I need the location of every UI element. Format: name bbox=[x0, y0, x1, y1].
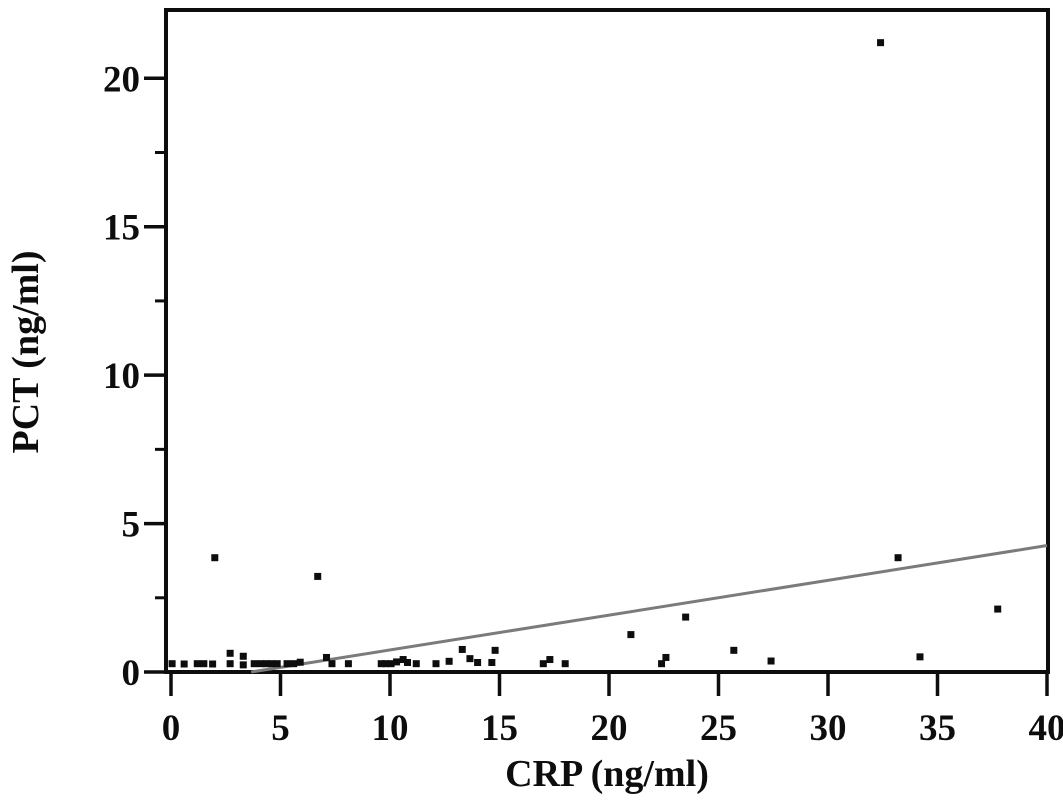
data-point bbox=[290, 660, 298, 668]
data-point bbox=[273, 660, 281, 668]
data-point bbox=[994, 605, 1002, 613]
data-point bbox=[200, 660, 208, 668]
data-point bbox=[250, 660, 258, 668]
data-point bbox=[328, 660, 336, 668]
data-point bbox=[322, 653, 330, 661]
data-point bbox=[193, 660, 201, 668]
data-point bbox=[257, 660, 265, 668]
plot-frame bbox=[164, 8, 1050, 674]
axes-frame bbox=[164, 8, 1050, 674]
data-point bbox=[432, 660, 440, 668]
x-tick-label: 0 bbox=[162, 708, 181, 749]
data-point bbox=[412, 660, 420, 668]
data-point bbox=[539, 660, 547, 668]
data-point bbox=[474, 659, 482, 667]
data-point bbox=[283, 660, 291, 668]
data-point bbox=[730, 646, 738, 654]
data-point bbox=[262, 660, 270, 668]
data-point bbox=[658, 660, 666, 668]
data-point bbox=[296, 658, 304, 666]
data-point bbox=[682, 613, 690, 621]
data-point bbox=[458, 645, 466, 653]
y-tick-label: 20 bbox=[103, 59, 140, 100]
y-tick-label: 15 bbox=[103, 208, 140, 249]
data-point bbox=[209, 660, 217, 668]
data-point bbox=[916, 653, 924, 661]
y-tick-label: 0 bbox=[122, 653, 141, 694]
data-point bbox=[546, 656, 554, 664]
x-tick-label: 25 bbox=[700, 708, 737, 749]
regression-line bbox=[250, 544, 1048, 674]
data-point-layer bbox=[168, 39, 1002, 669]
x-tick-label: 35 bbox=[919, 708, 956, 749]
data-point bbox=[877, 39, 885, 47]
y-tick-label: 5 bbox=[122, 505, 141, 546]
data-point bbox=[466, 655, 474, 663]
data-point bbox=[239, 652, 247, 660]
data-point bbox=[226, 660, 234, 668]
axis-tick-labels: 0 5 10 15 20 25 30 35 40 0 5 10 15 20 bbox=[103, 59, 1063, 749]
data-point bbox=[268, 660, 276, 668]
x-tick-label: 20 bbox=[591, 708, 628, 749]
data-point bbox=[399, 656, 407, 664]
data-point bbox=[314, 572, 322, 580]
data-point bbox=[627, 631, 635, 639]
data-point bbox=[382, 660, 390, 668]
data-point bbox=[226, 649, 234, 657]
data-point bbox=[239, 661, 247, 669]
data-point bbox=[211, 554, 219, 562]
trendline-layer bbox=[250, 544, 1048, 674]
x-tick-label: 15 bbox=[481, 708, 518, 749]
data-point bbox=[445, 657, 453, 665]
x-tick-label: 10 bbox=[372, 708, 409, 749]
data-point bbox=[404, 659, 412, 667]
data-point bbox=[767, 657, 775, 665]
data-point bbox=[491, 646, 499, 654]
y-tick-label: 10 bbox=[103, 356, 140, 397]
data-point bbox=[393, 658, 401, 666]
y-axis-title: PCT (ng/ml) bbox=[5, 250, 47, 453]
x-axis-title: CRP (ng/ml) bbox=[505, 753, 709, 795]
x-tick-label: 30 bbox=[810, 708, 847, 749]
x-tick-label: 40 bbox=[1029, 708, 1063, 749]
data-point bbox=[894, 554, 902, 562]
data-point bbox=[344, 660, 352, 668]
data-point bbox=[180, 660, 188, 668]
data-point bbox=[377, 660, 385, 668]
data-point bbox=[168, 660, 176, 668]
data-point bbox=[561, 660, 569, 668]
data-point bbox=[488, 659, 496, 667]
axis-ticks bbox=[144, 76, 1049, 696]
data-point bbox=[387, 660, 395, 668]
x-tick-label: 5 bbox=[271, 708, 290, 749]
data-point bbox=[662, 653, 670, 661]
